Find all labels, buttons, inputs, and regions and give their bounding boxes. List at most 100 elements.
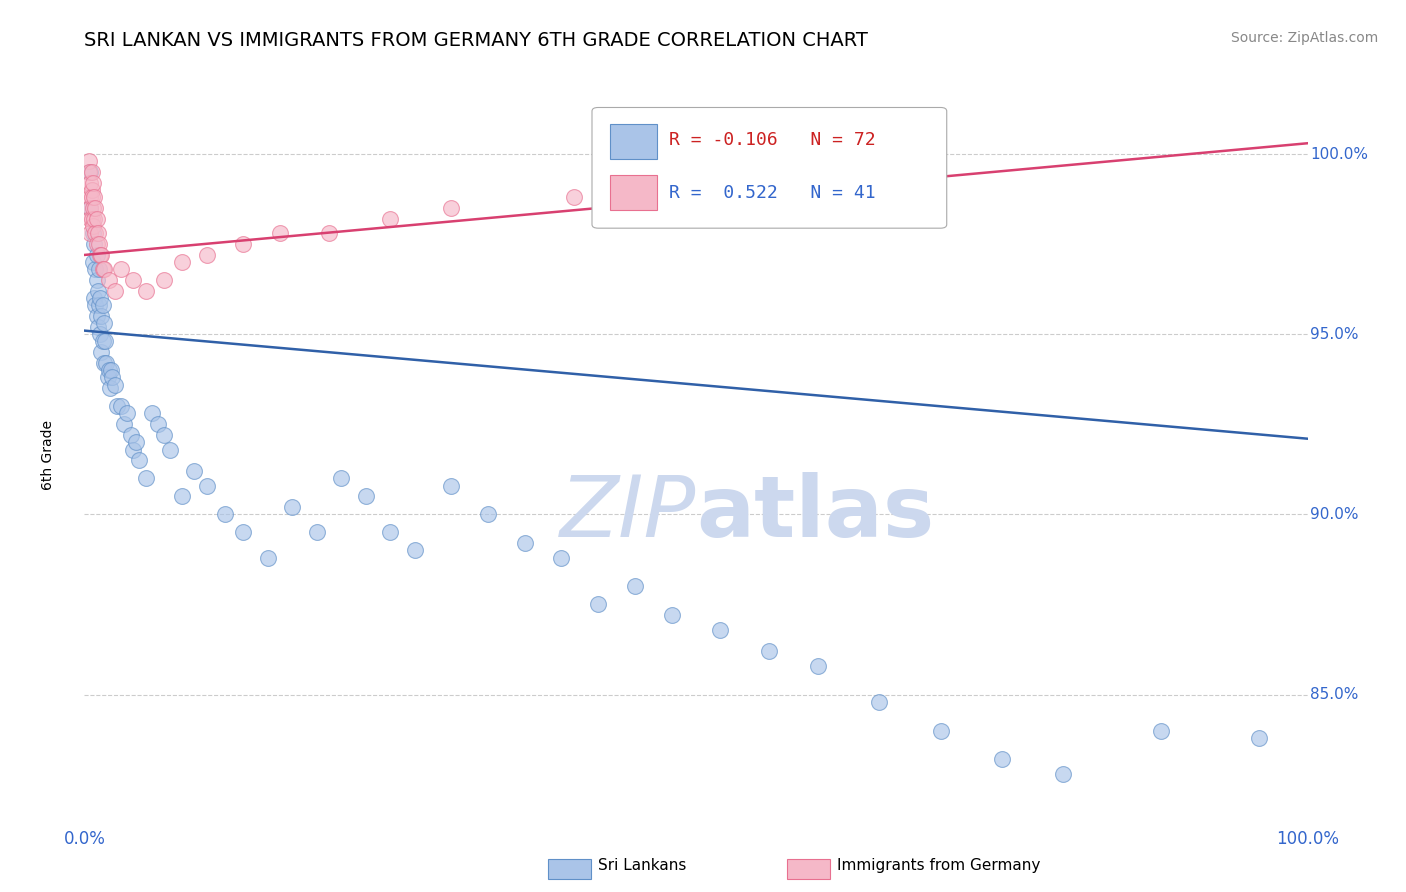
Point	[685, 165, 707, 179]
Point	[257, 550, 280, 565]
Point	[232, 525, 254, 540]
Point	[77, 154, 100, 169]
Point	[79, 201, 101, 215]
Point	[513, 536, 536, 550]
Point	[477, 508, 499, 522]
Point	[79, 201, 101, 215]
Point	[281, 500, 304, 515]
Bar	[610, 124, 657, 159]
Point	[82, 255, 104, 269]
Text: Source: ZipAtlas.com: Source: ZipAtlas.com	[1230, 31, 1378, 45]
Point	[380, 525, 402, 540]
Point	[86, 309, 108, 323]
Point	[128, 453, 150, 467]
Point	[90, 345, 112, 359]
Point	[354, 489, 377, 503]
Point	[929, 723, 952, 738]
Point	[440, 201, 463, 215]
Point	[122, 273, 145, 287]
Point	[77, 165, 100, 179]
Point	[232, 237, 254, 252]
Text: atlas: atlas	[696, 472, 934, 555]
Point	[84, 262, 107, 277]
Point	[87, 227, 110, 241]
Point	[135, 471, 157, 485]
Point	[440, 478, 463, 492]
Point	[80, 165, 103, 179]
Point	[709, 623, 731, 637]
Point	[87, 298, 110, 312]
Point	[100, 363, 122, 377]
Point	[153, 273, 176, 287]
Point	[83, 211, 105, 226]
Point	[153, 428, 176, 442]
Point	[172, 255, 194, 269]
Text: ZIP: ZIP	[560, 472, 696, 555]
Point	[80, 211, 103, 226]
Point	[562, 190, 585, 204]
Bar	[610, 175, 657, 210]
Point	[86, 211, 108, 226]
Point	[82, 201, 104, 215]
Text: Sri Lankans: Sri Lankans	[598, 858, 686, 872]
Point	[105, 399, 128, 413]
Point	[79, 227, 101, 241]
Text: 6th Grade: 6th Grade	[41, 420, 55, 490]
Point	[586, 598, 609, 612]
Text: SRI LANKAN VS IMMIGRANTS FROM GERMANY 6TH GRADE CORRELATION CHART: SRI LANKAN VS IMMIGRANTS FROM GERMANY 6T…	[84, 31, 869, 50]
Point	[807, 658, 830, 673]
Point	[84, 201, 107, 215]
Point	[98, 381, 121, 395]
Point	[135, 284, 157, 298]
Point	[79, 211, 101, 226]
Text: R =  0.522   N = 41: R = 0.522 N = 41	[669, 184, 876, 202]
Point	[1150, 723, 1173, 738]
Point	[550, 550, 572, 565]
Text: 95.0%: 95.0%	[1310, 326, 1358, 342]
Point	[1247, 731, 1270, 745]
Point	[79, 190, 101, 204]
Point	[93, 317, 115, 331]
Text: R = -0.106   N = 72: R = -0.106 N = 72	[669, 131, 876, 149]
Point	[97, 370, 120, 384]
Point	[214, 508, 236, 522]
Point	[84, 298, 107, 312]
Point	[91, 298, 114, 312]
Point	[120, 428, 142, 442]
Point	[104, 284, 127, 298]
Point	[661, 608, 683, 623]
Point	[101, 370, 124, 384]
FancyBboxPatch shape	[592, 108, 946, 228]
Point	[82, 219, 104, 233]
Point	[91, 334, 114, 349]
Point	[112, 417, 135, 432]
Point	[330, 471, 353, 485]
Point	[172, 489, 194, 503]
Point	[83, 190, 105, 204]
Point	[90, 248, 112, 262]
Point	[96, 356, 118, 370]
Point	[89, 327, 111, 342]
Text: 90.0%: 90.0%	[1310, 507, 1358, 522]
Text: 100.0%: 100.0%	[1310, 146, 1368, 161]
Point	[159, 442, 181, 457]
Point	[87, 284, 110, 298]
Point	[122, 442, 145, 457]
Text: 85.0%: 85.0%	[1310, 687, 1358, 702]
Point	[624, 579, 647, 593]
Point	[110, 262, 132, 277]
Point	[269, 227, 291, 241]
Point	[990, 752, 1012, 766]
Point	[91, 262, 114, 277]
Point	[869, 695, 891, 709]
Point	[89, 291, 111, 305]
Point	[93, 262, 115, 277]
Point	[318, 227, 340, 241]
Point	[84, 227, 107, 241]
Point	[87, 237, 110, 252]
Point	[94, 334, 117, 349]
Point	[404, 543, 426, 558]
Point	[86, 248, 108, 262]
Point	[1052, 766, 1074, 780]
Point	[80, 183, 103, 197]
